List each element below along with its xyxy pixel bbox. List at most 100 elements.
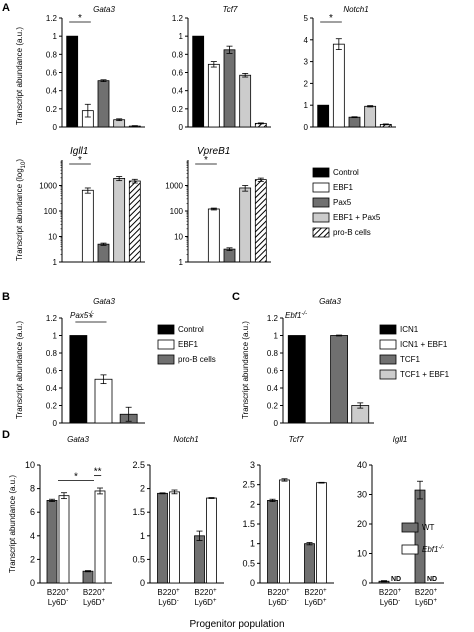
- y-tick-label: 0.4: [46, 384, 58, 393]
- nd-label: ND: [427, 576, 437, 583]
- legend-a-label: EBF1: [333, 183, 354, 192]
- bar-pro-b-cells: [254, 179, 267, 263]
- y-tick-label: 1: [140, 531, 145, 541]
- legend-b-swatch: [157, 324, 175, 335]
- y-tick-label: 1: [179, 32, 184, 41]
- category-label-line1: B220+: [415, 588, 438, 597]
- y-tick-label: 0: [53, 123, 58, 132]
- legend-d-swatch: [401, 544, 419, 555]
- y-tick-label: 0.8: [172, 50, 184, 59]
- chart-title: Igll1: [393, 435, 408, 444]
- y-tick-label: 20: [357, 519, 367, 529]
- legend-c-swatch: [379, 369, 397, 380]
- category-label-line2: Ly6D-: [268, 598, 288, 607]
- legend-a-label: Pax5: [333, 198, 352, 207]
- chart-title: Tcf7: [289, 435, 304, 444]
- y-tick-label: 1.2: [172, 14, 184, 23]
- bar-wt: [157, 492, 168, 584]
- category-label-line1: B220+: [379, 588, 402, 597]
- legend-b-label: pro-B cells: [178, 355, 216, 364]
- legend-a-swatch: [312, 167, 330, 178]
- chart-title: VpreB1: [197, 146, 230, 157]
- y-tick-label: 1.5: [132, 507, 145, 517]
- bar-icn1: [287, 335, 306, 424]
- y-tick-label: 3: [304, 58, 309, 67]
- y-tick-label: 0.4: [267, 384, 279, 393]
- bar-wt: [82, 570, 94, 584]
- y-tick-label: 0.6: [46, 69, 58, 78]
- category-label-line2: Ly6D-: [48, 598, 68, 607]
- legend-c-label: ICN1: [400, 325, 419, 334]
- bar-wt: [267, 499, 278, 584]
- y-tick-label: 10: [48, 233, 57, 242]
- y-tick-label: 0: [362, 578, 367, 588]
- y-tick-label: 1: [179, 258, 184, 267]
- y-axis-label: Transcript abundance (a.u.): [15, 27, 24, 125]
- chart-title: Tcf7: [223, 5, 238, 14]
- significance-star: *: [78, 155, 82, 166]
- bar-wt: [46, 499, 58, 584]
- category-superscript: +: [102, 588, 106, 594]
- category-label-line1: B220+: [267, 588, 290, 597]
- ylabel-subscript: 10: [21, 161, 27, 168]
- subtitle-superscript: -/-: [301, 311, 307, 317]
- bar-ebf1-: [279, 479, 290, 584]
- y-tick-label: 0.2: [46, 105, 58, 114]
- y-axis-label: Transcript abundance (log10): [15, 159, 27, 261]
- y-tick-label: 0: [53, 419, 58, 428]
- y-tick-label: 0.5: [242, 558, 255, 568]
- category-label-line1: B220+: [83, 588, 106, 597]
- y-tick-label: 1: [53, 32, 58, 41]
- category-superscript: +: [323, 598, 327, 604]
- y-tick-label: 0.8: [46, 349, 58, 358]
- bar-pro-b-cells: [128, 180, 141, 263]
- y-tick-label: 1.2: [46, 14, 58, 23]
- bar-ebf1-pax5: [239, 74, 252, 128]
- y-tick-label: 0.4: [46, 87, 58, 96]
- y-tick-label: 1: [250, 539, 255, 549]
- bar-ebf1-: [58, 495, 70, 584]
- significance-star: *: [89, 313, 93, 324]
- y-tick-label: 0: [179, 123, 184, 132]
- legend-c-swatch: [379, 354, 397, 365]
- y-tick-label: 2: [140, 484, 145, 494]
- legend-d-swatch: [401, 522, 419, 533]
- legend-b-swatch: [157, 354, 175, 365]
- y-tick-label: 0: [140, 578, 145, 588]
- y-tick-label: 4: [30, 531, 35, 541]
- bar-ebf1-pax5: [364, 105, 377, 128]
- y-tick-label: 1.5: [242, 519, 255, 529]
- subtitle-superscript: -/-: [88, 311, 94, 317]
- chart-title: Gata3: [319, 297, 341, 306]
- y-tick-label: 1000: [39, 182, 57, 191]
- category-superscript: +: [176, 588, 180, 594]
- y-tick-label: 2: [30, 554, 35, 564]
- bar-ebf1-: [94, 490, 106, 584]
- category-superscript: -: [398, 598, 400, 604]
- y-tick-label: 1.2: [267, 314, 279, 323]
- y-axis-label: Transcript abundance (a.u.): [8, 475, 17, 573]
- bar-control: [317, 104, 330, 128]
- legend-d-label: WT: [422, 523, 435, 532]
- panel-letter-b: B: [2, 291, 10, 303]
- y-tick-label: 1: [274, 332, 279, 341]
- bar-pax5: [223, 49, 236, 128]
- ylabel-close: ): [15, 159, 24, 162]
- y-tick-label: 1: [53, 332, 58, 341]
- legend-a-swatch: [312, 227, 330, 238]
- y-tick-label: 10: [357, 549, 367, 559]
- chart-title: Gata3: [67, 435, 89, 444]
- y-tick-label: 1: [53, 258, 58, 267]
- legend-c-label: TCF1: [400, 355, 421, 364]
- category-superscript: +: [433, 598, 437, 604]
- bar-control: [66, 35, 79, 128]
- legend-b-label: Control: [178, 325, 204, 334]
- y-tick-label: 2.5: [132, 460, 145, 470]
- y-tick-label: 0.6: [46, 367, 58, 376]
- category-label-line1: B220+: [194, 588, 217, 597]
- category-label-line2: Ly6D+: [83, 598, 105, 607]
- category-label-line1: B220+: [304, 588, 327, 597]
- bar-ebf1-pax5: [239, 187, 252, 263]
- legend-b-label: EBF1: [178, 340, 199, 349]
